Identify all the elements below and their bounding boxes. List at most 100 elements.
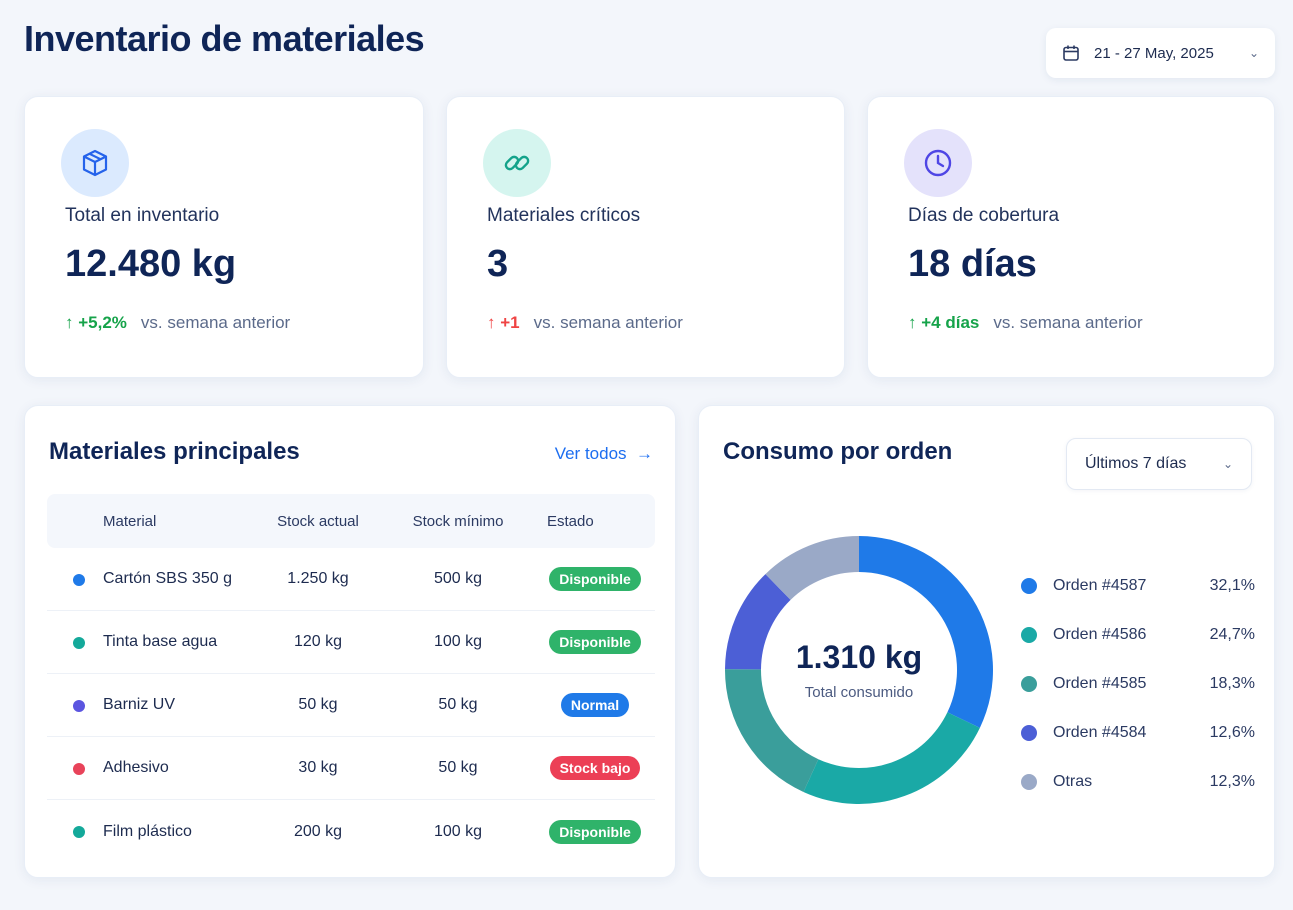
page-title: Inventario de materiales [24, 18, 425, 59]
clock-icon [904, 129, 972, 197]
material-color-dot [73, 637, 85, 649]
table-row[interactable]: Adhesivo 30 kg 50 kg Stock bajo [47, 737, 655, 800]
legend-value: 12,6% [1209, 724, 1255, 741]
legend-value: 18,3% [1209, 675, 1255, 692]
legend-item: Otras 12,3% [1021, 769, 1255, 795]
donut-chart [725, 536, 993, 804]
legend-value: 12,3% [1209, 773, 1255, 790]
date-range-label: 21 - 27 May, 2025 [1094, 44, 1214, 62]
kpi-value: 3 [487, 243, 509, 285]
status-badge: Disponible [549, 630, 641, 654]
legend-value: 24,7% [1209, 626, 1255, 643]
table-row[interactable]: Film plástico 200 kg 100 kg Disponible [47, 800, 655, 863]
table-row[interactable]: Barniz UV 50 kg 50 kg Normal [47, 674, 655, 737]
column-header-estado[interactable]: Estado [547, 512, 594, 530]
donut-slice[interactable] [803, 712, 980, 804]
kpi-value: 18 días [908, 243, 1037, 285]
kpi-label: Materiales críticos [487, 205, 641, 226]
calendar-icon [1063, 45, 1079, 61]
column-header-stock-minimo[interactable]: Stock mínimo [412, 512, 504, 530]
legend-item: Orden #4587 32,1% [1021, 573, 1255, 599]
kpi-value: 12.480 kg [65, 243, 237, 285]
kpi-compare: vs. semana anterior [533, 313, 683, 332]
material-color-dot [73, 700, 85, 712]
stock-actual: 30 kg [298, 759, 338, 776]
legend-item: Orden #4586 24,7% [1021, 622, 1255, 648]
table-row[interactable]: Tinta base agua 120 kg 100 kg Disponible [47, 611, 655, 674]
table-header: Material Stock actual Stock mínimo Estad… [47, 494, 655, 548]
status-badge: Disponible [549, 567, 641, 591]
stock-actual: 120 kg [293, 633, 343, 650]
kpi-card-critical: Materiales críticos 3 ↑ +1 vs. semana an… [446, 96, 845, 378]
arrow-up-icon: ↑ [65, 313, 74, 332]
stock-minimo: 100 kg [433, 822, 483, 840]
kpi-label: Total en inventario [65, 205, 220, 226]
status-badge: Disponible [549, 819, 641, 844]
status-cell: Stock bajo [537, 737, 653, 799]
column-header-material[interactable]: Material [103, 512, 157, 530]
consumption-title: Consumo por orden [723, 438, 953, 465]
legend-value: 32,1% [1209, 577, 1255, 594]
kpi-delta: ↑ +4 días vs. semana anterior [908, 313, 1143, 333]
donut-slice[interactable] [765, 536, 859, 600]
arrow-up-icon: ↑ [908, 313, 917, 332]
material-name: Film plástico [103, 822, 192, 840]
date-range-picker[interactable]: 21 - 27 May, 2025 ⌄ [1046, 28, 1275, 78]
kpi-change: +5,2% [78, 313, 127, 332]
legend-label: Otras [1053, 773, 1093, 790]
legend-label: Orden #4587 [1053, 577, 1147, 594]
kpi-card-total: Total en inventario 12.480 kg ↑ +5,2% vs… [24, 96, 424, 378]
legend-label: Orden #4585 [1053, 675, 1147, 692]
legend-color-dot [1021, 725, 1037, 741]
donut-slice[interactable] [725, 669, 819, 792]
arrow-up-icon: ↑ [487, 313, 496, 332]
range-select[interactable]: Últimos 7 días ⌄ [1066, 438, 1252, 490]
material-name: Tinta base agua [103, 633, 218, 650]
kpi-label: Días de cobertura [908, 205, 1060, 226]
kpi-compare: vs. semana anterior [993, 313, 1143, 332]
stock-minimo: 50 kg [438, 759, 478, 776]
stock-actual: 50 kg [298, 696, 338, 713]
stock-minimo: 500 kg [433, 570, 483, 587]
status-cell: Disponible [537, 611, 653, 673]
status-cell: Normal [537, 674, 653, 736]
kpi-compare: vs. semana anterior [140, 313, 291, 332]
arrow-right-icon: → [631, 444, 653, 463]
kpi-delta: ↑ +5,2% vs. semana anterior [65, 313, 290, 333]
legend-color-dot [1021, 676, 1037, 692]
stock-actual: 1.250 kg [287, 570, 349, 587]
column-header-stock-actual[interactable]: Stock actual [277, 512, 359, 530]
stock-minimo: 100 kg [433, 633, 483, 650]
materials-title: Materiales principales [49, 438, 300, 465]
material-name: Barniz UV [103, 696, 176, 713]
materials-card: Materiales principales Ver todos → Mater… [24, 405, 676, 878]
kpi-delta: ↑ +1 vs. semana anterior [487, 313, 683, 333]
material-color-dot [73, 763, 85, 775]
donut-slice[interactable] [725, 574, 791, 670]
legend-color-dot [1021, 627, 1037, 643]
range-select-value: Últimos 7 días [1085, 455, 1187, 472]
status-badge: Normal [560, 693, 630, 717]
table-row[interactable]: Cartón SBS 350 g 1.250 kg 500 kg Disponible [47, 548, 655, 611]
legend-label: Orden #4584 [1053, 724, 1147, 741]
stock-actual: 200 kg [293, 822, 343, 840]
material-name: Cartón SBS 350 g [103, 570, 232, 587]
chevron-down-icon: ⌄ [1248, 46, 1259, 60]
legend-label: Orden #4586 [1053, 626, 1147, 643]
kpi-card-coverage: Días de cobertura 18 días ↑ +4 días vs. … [867, 96, 1275, 378]
stock-minimo: 50 kg [438, 696, 478, 713]
material-color-dot [73, 826, 85, 838]
see-all-label: Ver todos [554, 444, 627, 463]
donut-slice[interactable] [859, 536, 993, 728]
legend-item: Orden #4585 18,3% [1021, 671, 1255, 697]
legend-color-dot [1021, 774, 1037, 790]
status-badge: Stock bajo [549, 756, 641, 780]
link-icon [483, 129, 551, 197]
see-all-link[interactable]: Ver todos → [555, 444, 653, 464]
chevron-down-icon: ⌄ [1222, 457, 1233, 471]
consumption-card: Consumo por orden Últimos 7 días ⌄ 1.310… [698, 405, 1275, 878]
legend-item: Orden #4584 12,6% [1021, 720, 1255, 746]
material-color-dot [73, 574, 85, 586]
status-cell: Disponible [537, 548, 653, 610]
box-icon [61, 129, 129, 197]
